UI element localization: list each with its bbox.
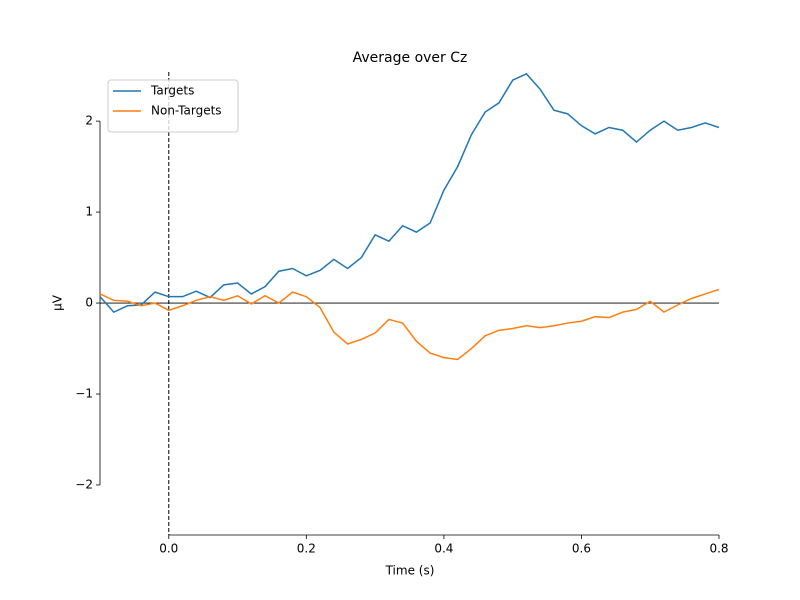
y-axis-label: µV [51, 294, 65, 311]
x-tick-label: 0.8 [709, 542, 728, 556]
y-tick-label: 2 [85, 114, 93, 128]
legend-label: Targets [150, 84, 194, 98]
x-tick-label: 0.6 [572, 542, 591, 556]
y-tick-label: 0 [85, 296, 93, 310]
legend-box [107, 79, 239, 133]
x-tick-label: 0.4 [434, 542, 453, 556]
chart-title: Average over Cz [353, 50, 468, 66]
x-axis-label: Time (s) [385, 564, 435, 578]
series-line [99, 72, 720, 314]
legend: Targets Non-Targets [107, 79, 239, 133]
y-tick-label: −2 [75, 477, 93, 491]
y-tick-label: 1 [85, 205, 93, 219]
legend-label: Non-Targets [151, 104, 222, 118]
series-line [99, 288, 720, 361]
y-tick-label: −1 [75, 387, 93, 401]
x-tick-label: 0.0 [159, 542, 178, 556]
x-tick-label: 0.2 [297, 542, 316, 556]
